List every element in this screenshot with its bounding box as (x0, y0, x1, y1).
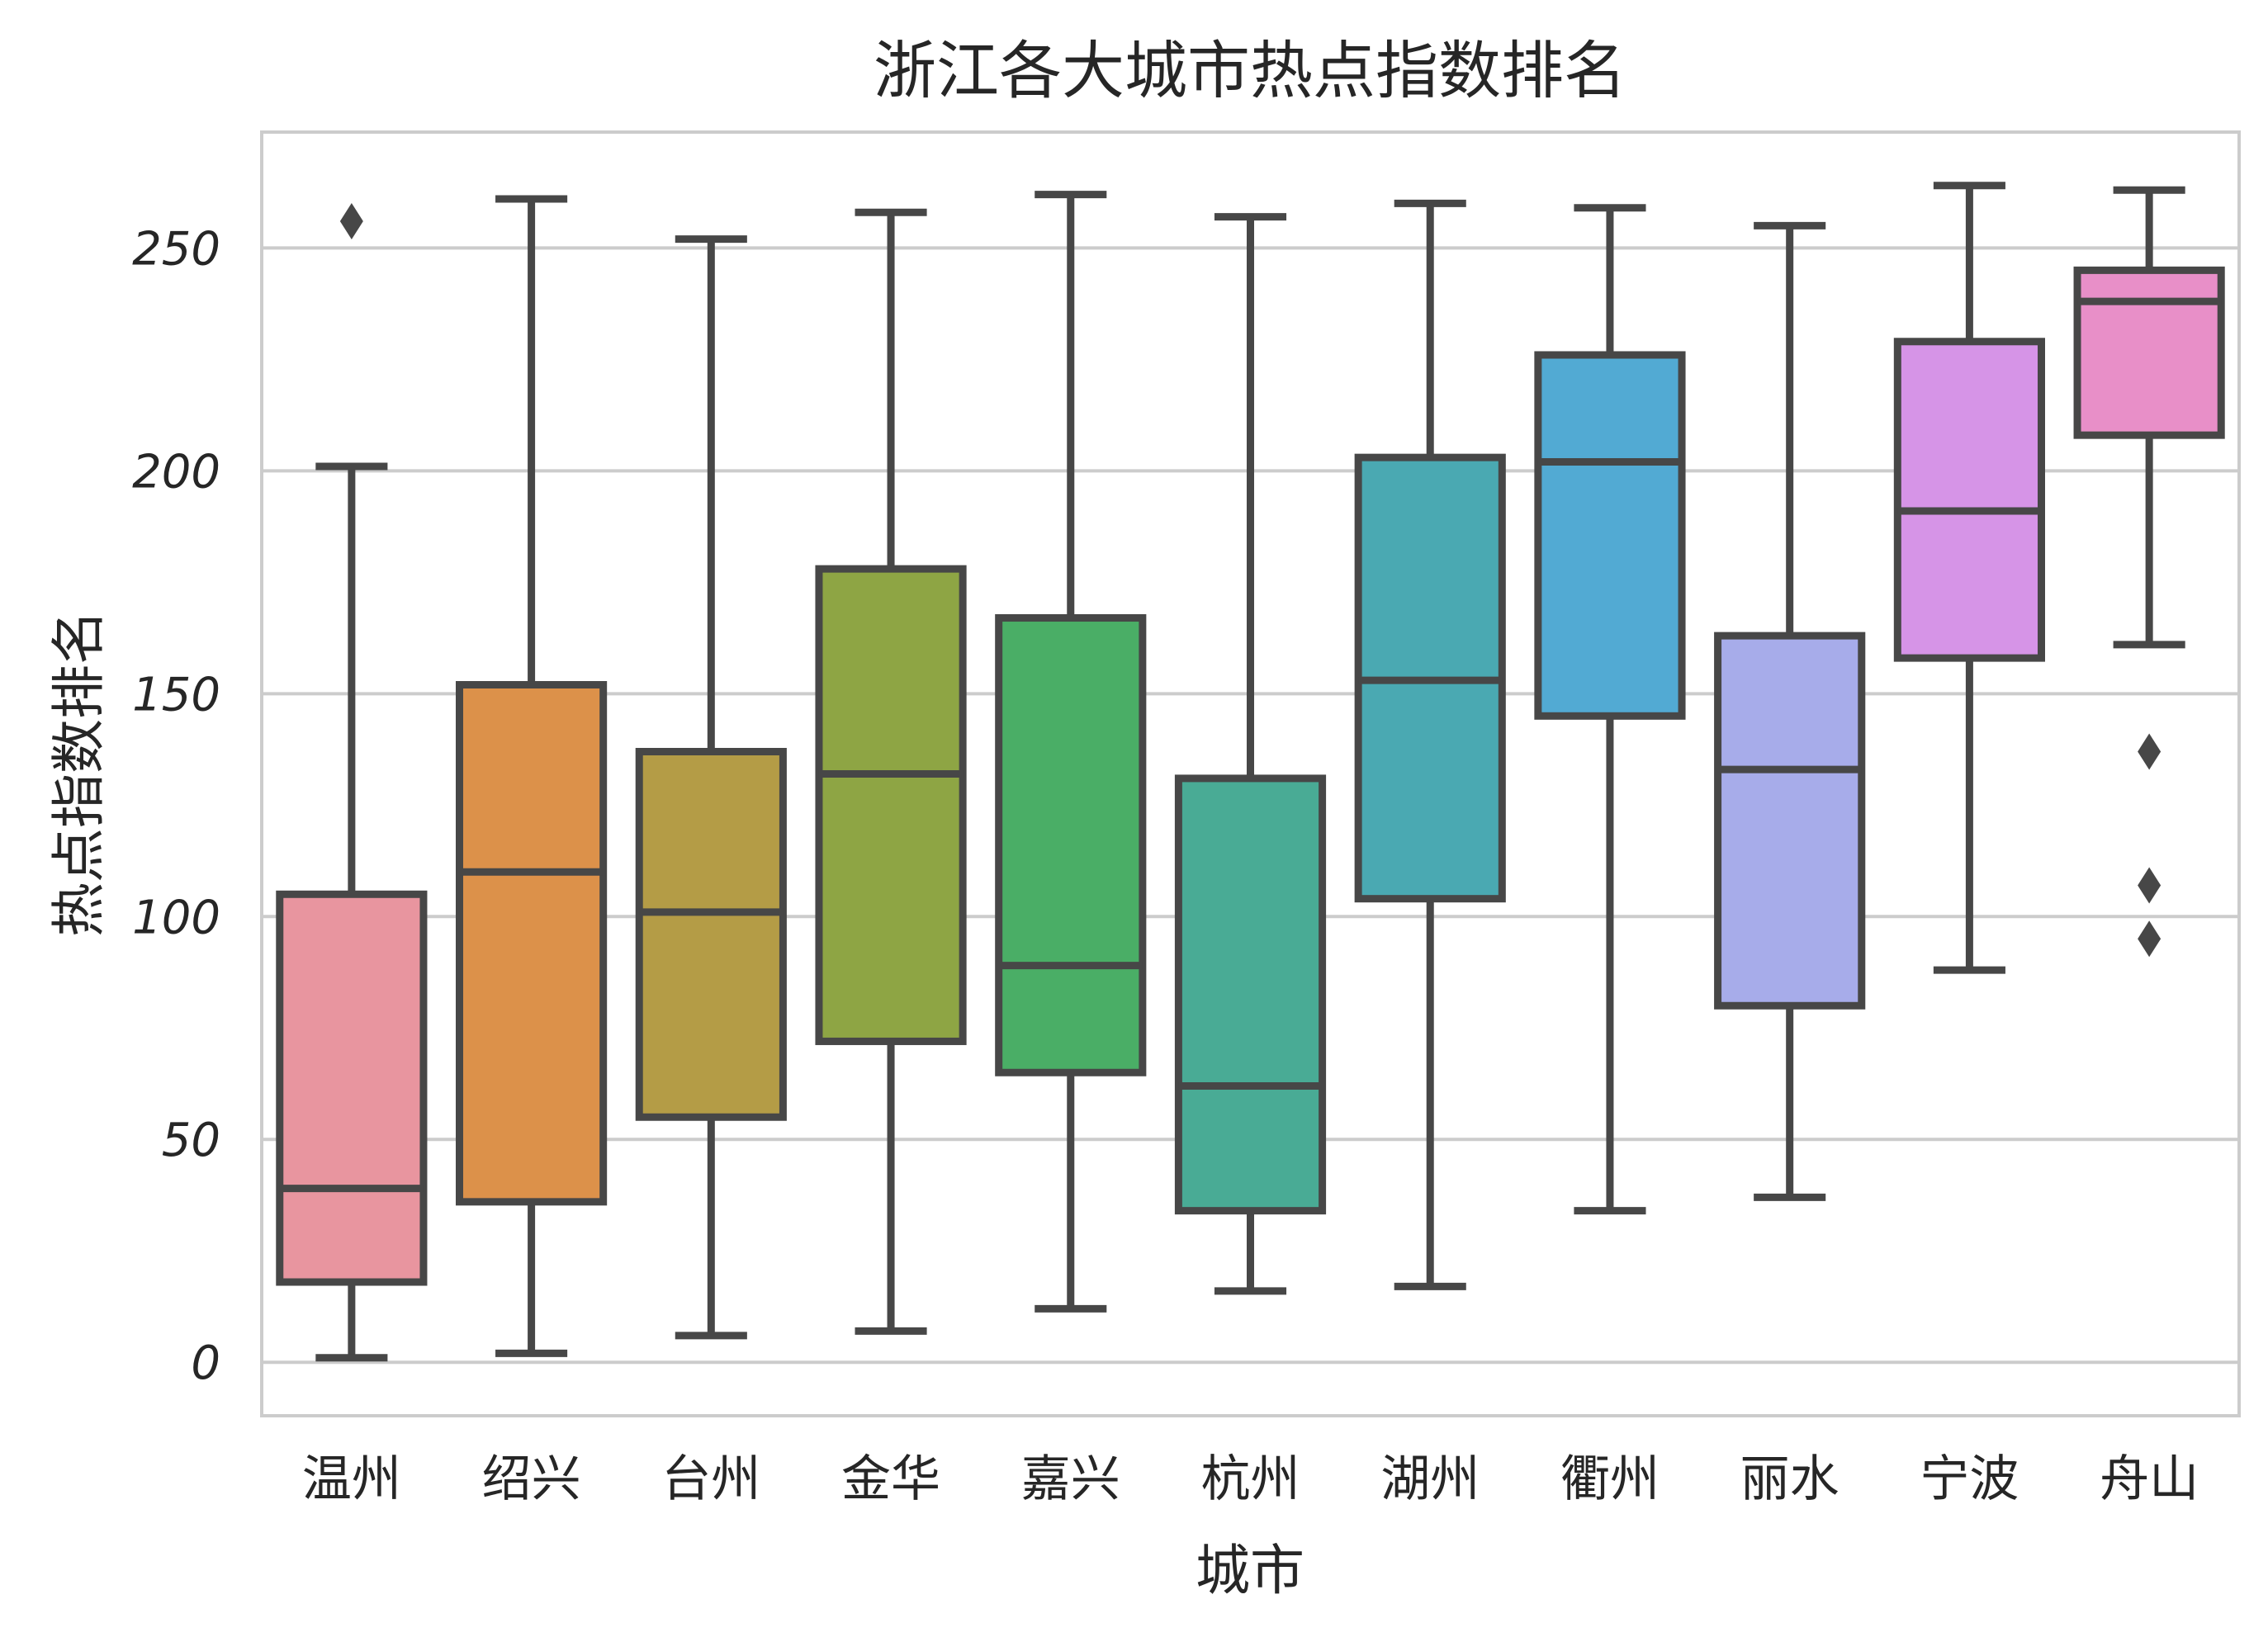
box (815, 565, 967, 1045)
x-tick-label: 丽水 (1740, 1450, 1839, 1508)
box-group (1893, 182, 2045, 974)
y-tick-label: 100 (132, 891, 220, 944)
x-tick-label: 温州 (302, 1450, 401, 1508)
box (995, 614, 1147, 1076)
y-tick-label: 250 (132, 222, 220, 276)
box (276, 890, 428, 1286)
x-tick-label: 湖州 (1380, 1450, 1480, 1508)
outlier-point (2138, 867, 2161, 904)
y-axis-label: 热点指数排名 (47, 610, 111, 937)
boxes-layer (276, 182, 2225, 1362)
x-tick-label: 台州 (661, 1450, 760, 1508)
outlier-point (2138, 920, 2161, 958)
x-tick-label: 绍兴 (482, 1450, 581, 1508)
box-group (1714, 221, 1866, 1201)
x-tick-label: 衢州 (1560, 1450, 1660, 1508)
box (1714, 632, 1866, 1010)
plot-area-frame (260, 130, 2241, 1417)
box-group (1354, 199, 1506, 1290)
outlier-point (339, 202, 363, 239)
x-tick-label: 舟山 (2100, 1450, 2199, 1508)
x-tick-label: 嘉兴 (1021, 1450, 1120, 1508)
box-group (635, 235, 787, 1340)
chart-title: 浙江各大城市热点指数排名 (874, 34, 1626, 107)
x-tick-label: 杭州 (1201, 1450, 1300, 1508)
box-group (815, 208, 967, 1335)
box (456, 681, 608, 1206)
y-tick-labels: 0 50 100 150 200 250 (132, 222, 220, 1390)
y-tick-label: 0 (191, 1337, 220, 1390)
box-group (1534, 204, 1686, 1215)
box (635, 748, 787, 1121)
x-tick-labels: 温州 绍兴 台州 金华 嘉兴 杭州 湖州 衢州 丽水 宁波 舟山 (302, 1450, 2199, 1508)
y-tick-label: 200 (132, 445, 220, 499)
box-group (2073, 186, 2225, 958)
box-group (1174, 213, 1327, 1295)
box (1893, 338, 2045, 662)
box-group (456, 195, 608, 1357)
x-axis-label: 城市 (1196, 1539, 1304, 1602)
y-tick-label: 150 (132, 668, 220, 722)
box (1534, 351, 1686, 720)
box-group (276, 202, 428, 1362)
box (1174, 774, 1327, 1215)
box-group (995, 191, 1147, 1313)
y-tick-label: 50 (162, 1114, 220, 1167)
x-tick-label: 宁波 (1920, 1450, 2019, 1508)
box (2073, 266, 2225, 439)
x-tick-label: 金华 (841, 1450, 940, 1508)
outlier-point (2138, 733, 2161, 770)
